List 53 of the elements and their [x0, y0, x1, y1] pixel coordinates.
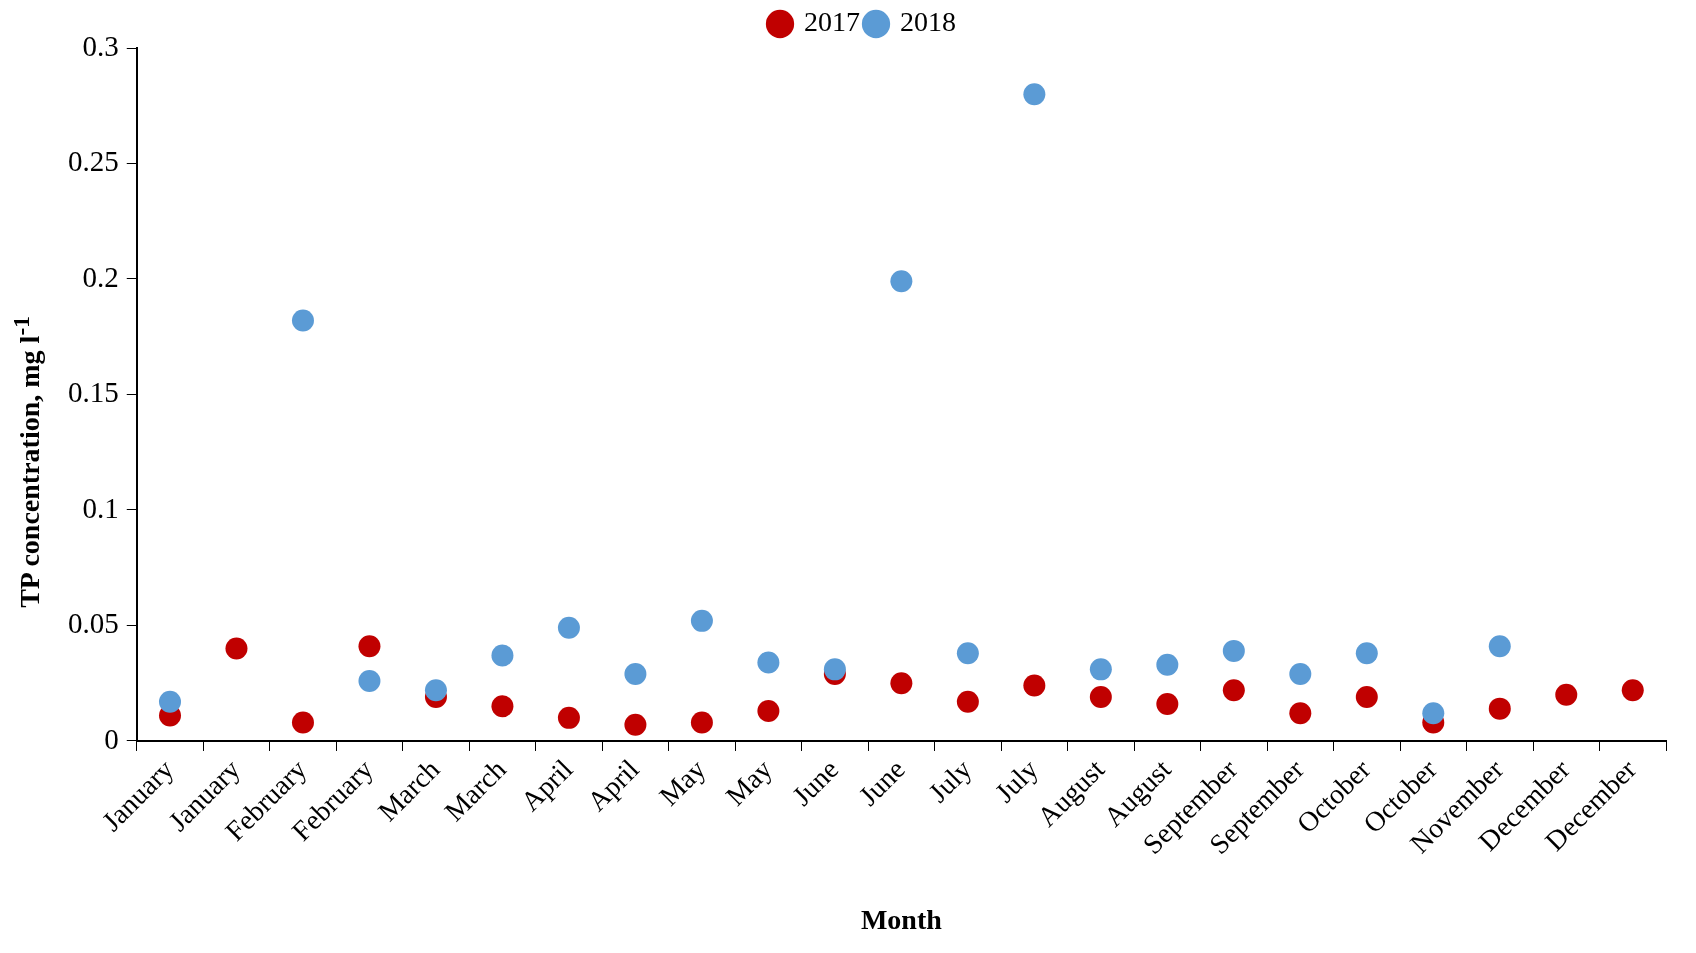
x-tick-label: May: [653, 753, 712, 812]
x-tick-label: May: [719, 753, 778, 812]
y-tick-label: 0.1: [82, 491, 119, 524]
y-tick-label: 0.2: [82, 260, 119, 293]
point: [1488, 697, 1511, 720]
point: [1621, 679, 1644, 702]
point: [890, 270, 913, 293]
point: [358, 669, 381, 692]
point: [757, 651, 780, 674]
point: [1222, 679, 1245, 702]
point: [1023, 674, 1046, 697]
y-tick-label: 0: [104, 722, 119, 755]
point: [424, 679, 447, 702]
point: [1156, 653, 1179, 676]
point: [956, 690, 979, 713]
x-tick-label: June: [786, 753, 845, 812]
y-tick-label: 0.3: [82, 29, 119, 62]
point: [491, 644, 514, 667]
y-tick-label: 0.05: [68, 607, 119, 640]
point: [291, 309, 314, 332]
point: [557, 616, 580, 639]
y-tick-label: 0.15: [68, 376, 119, 409]
point: [1355, 642, 1378, 665]
y-tick-label: 0.25: [68, 145, 119, 178]
point: [1355, 686, 1378, 709]
point: [1289, 702, 1312, 725]
point: [1488, 635, 1511, 658]
point: [358, 635, 381, 658]
x-axis-title: Month: [860, 904, 943, 936]
point: [890, 672, 913, 695]
point: [1156, 693, 1179, 716]
point: [1089, 658, 1112, 681]
point: [159, 690, 181, 713]
point: [1089, 686, 1112, 709]
point: [1289, 662, 1312, 685]
point: [291, 711, 314, 734]
point: [1222, 639, 1245, 662]
point: [690, 609, 713, 632]
point: [757, 699, 780, 722]
point: [624, 713, 647, 736]
point: [491, 695, 514, 718]
legend-label: 2018: [900, 6, 956, 38]
point: [624, 662, 647, 685]
x-tick-label: June: [852, 753, 911, 812]
point: [1422, 702, 1445, 725]
point: [956, 642, 979, 665]
point: [1555, 683, 1578, 706]
point: [690, 711, 713, 734]
point: [1023, 83, 1046, 106]
x-tick-label: July: [922, 753, 978, 809]
point: [557, 706, 580, 729]
point: [225, 637, 248, 660]
legend-label: 2017: [804, 6, 860, 38]
